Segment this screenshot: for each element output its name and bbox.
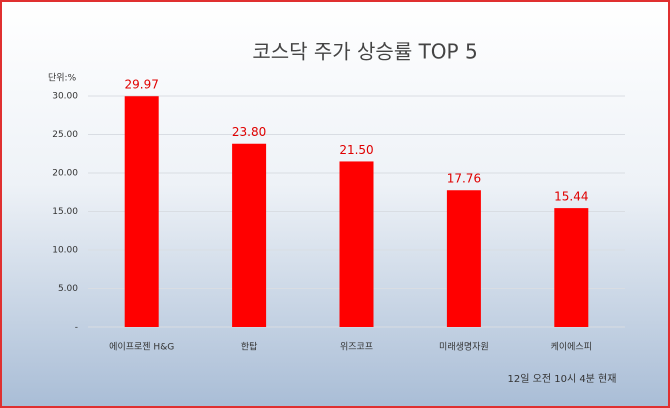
y-tick-label: 25.00 xyxy=(52,130,78,140)
x-tick-label: 케이에스피 xyxy=(551,342,592,353)
chart-title: 코스닥 주가 상승률 TOP 5 xyxy=(252,40,477,64)
bar xyxy=(232,143,267,327)
y-tick-label: 30.00 xyxy=(52,92,78,102)
x-tick-label: 미래생명자원 xyxy=(439,342,489,353)
x-tick-label: 에이프로젠 H&G xyxy=(109,342,174,353)
y-tick-label: 15.00 xyxy=(52,207,78,217)
y-tick-label: 20.00 xyxy=(52,169,78,179)
y-tick-label: 5.00 xyxy=(58,284,78,294)
value-label: 15.44 xyxy=(554,190,588,204)
y-tick-label: - xyxy=(75,323,78,333)
y-tick-label: 10.00 xyxy=(52,246,78,256)
bar xyxy=(339,161,374,327)
value-label: 23.80 xyxy=(232,125,266,139)
bar xyxy=(124,96,159,327)
value-label: 21.50 xyxy=(339,143,373,157)
x-tick-label: 한탑 xyxy=(241,341,258,353)
value-label: 29.97 xyxy=(125,78,159,92)
x-tick-label: 위즈코프 xyxy=(340,342,373,353)
footnote: 12일 오전 10시 4분 현재 xyxy=(508,373,617,385)
bar xyxy=(446,190,481,327)
unit-label: 단위:% xyxy=(48,73,77,84)
bar xyxy=(554,208,589,327)
value-label: 17.76 xyxy=(447,172,481,186)
